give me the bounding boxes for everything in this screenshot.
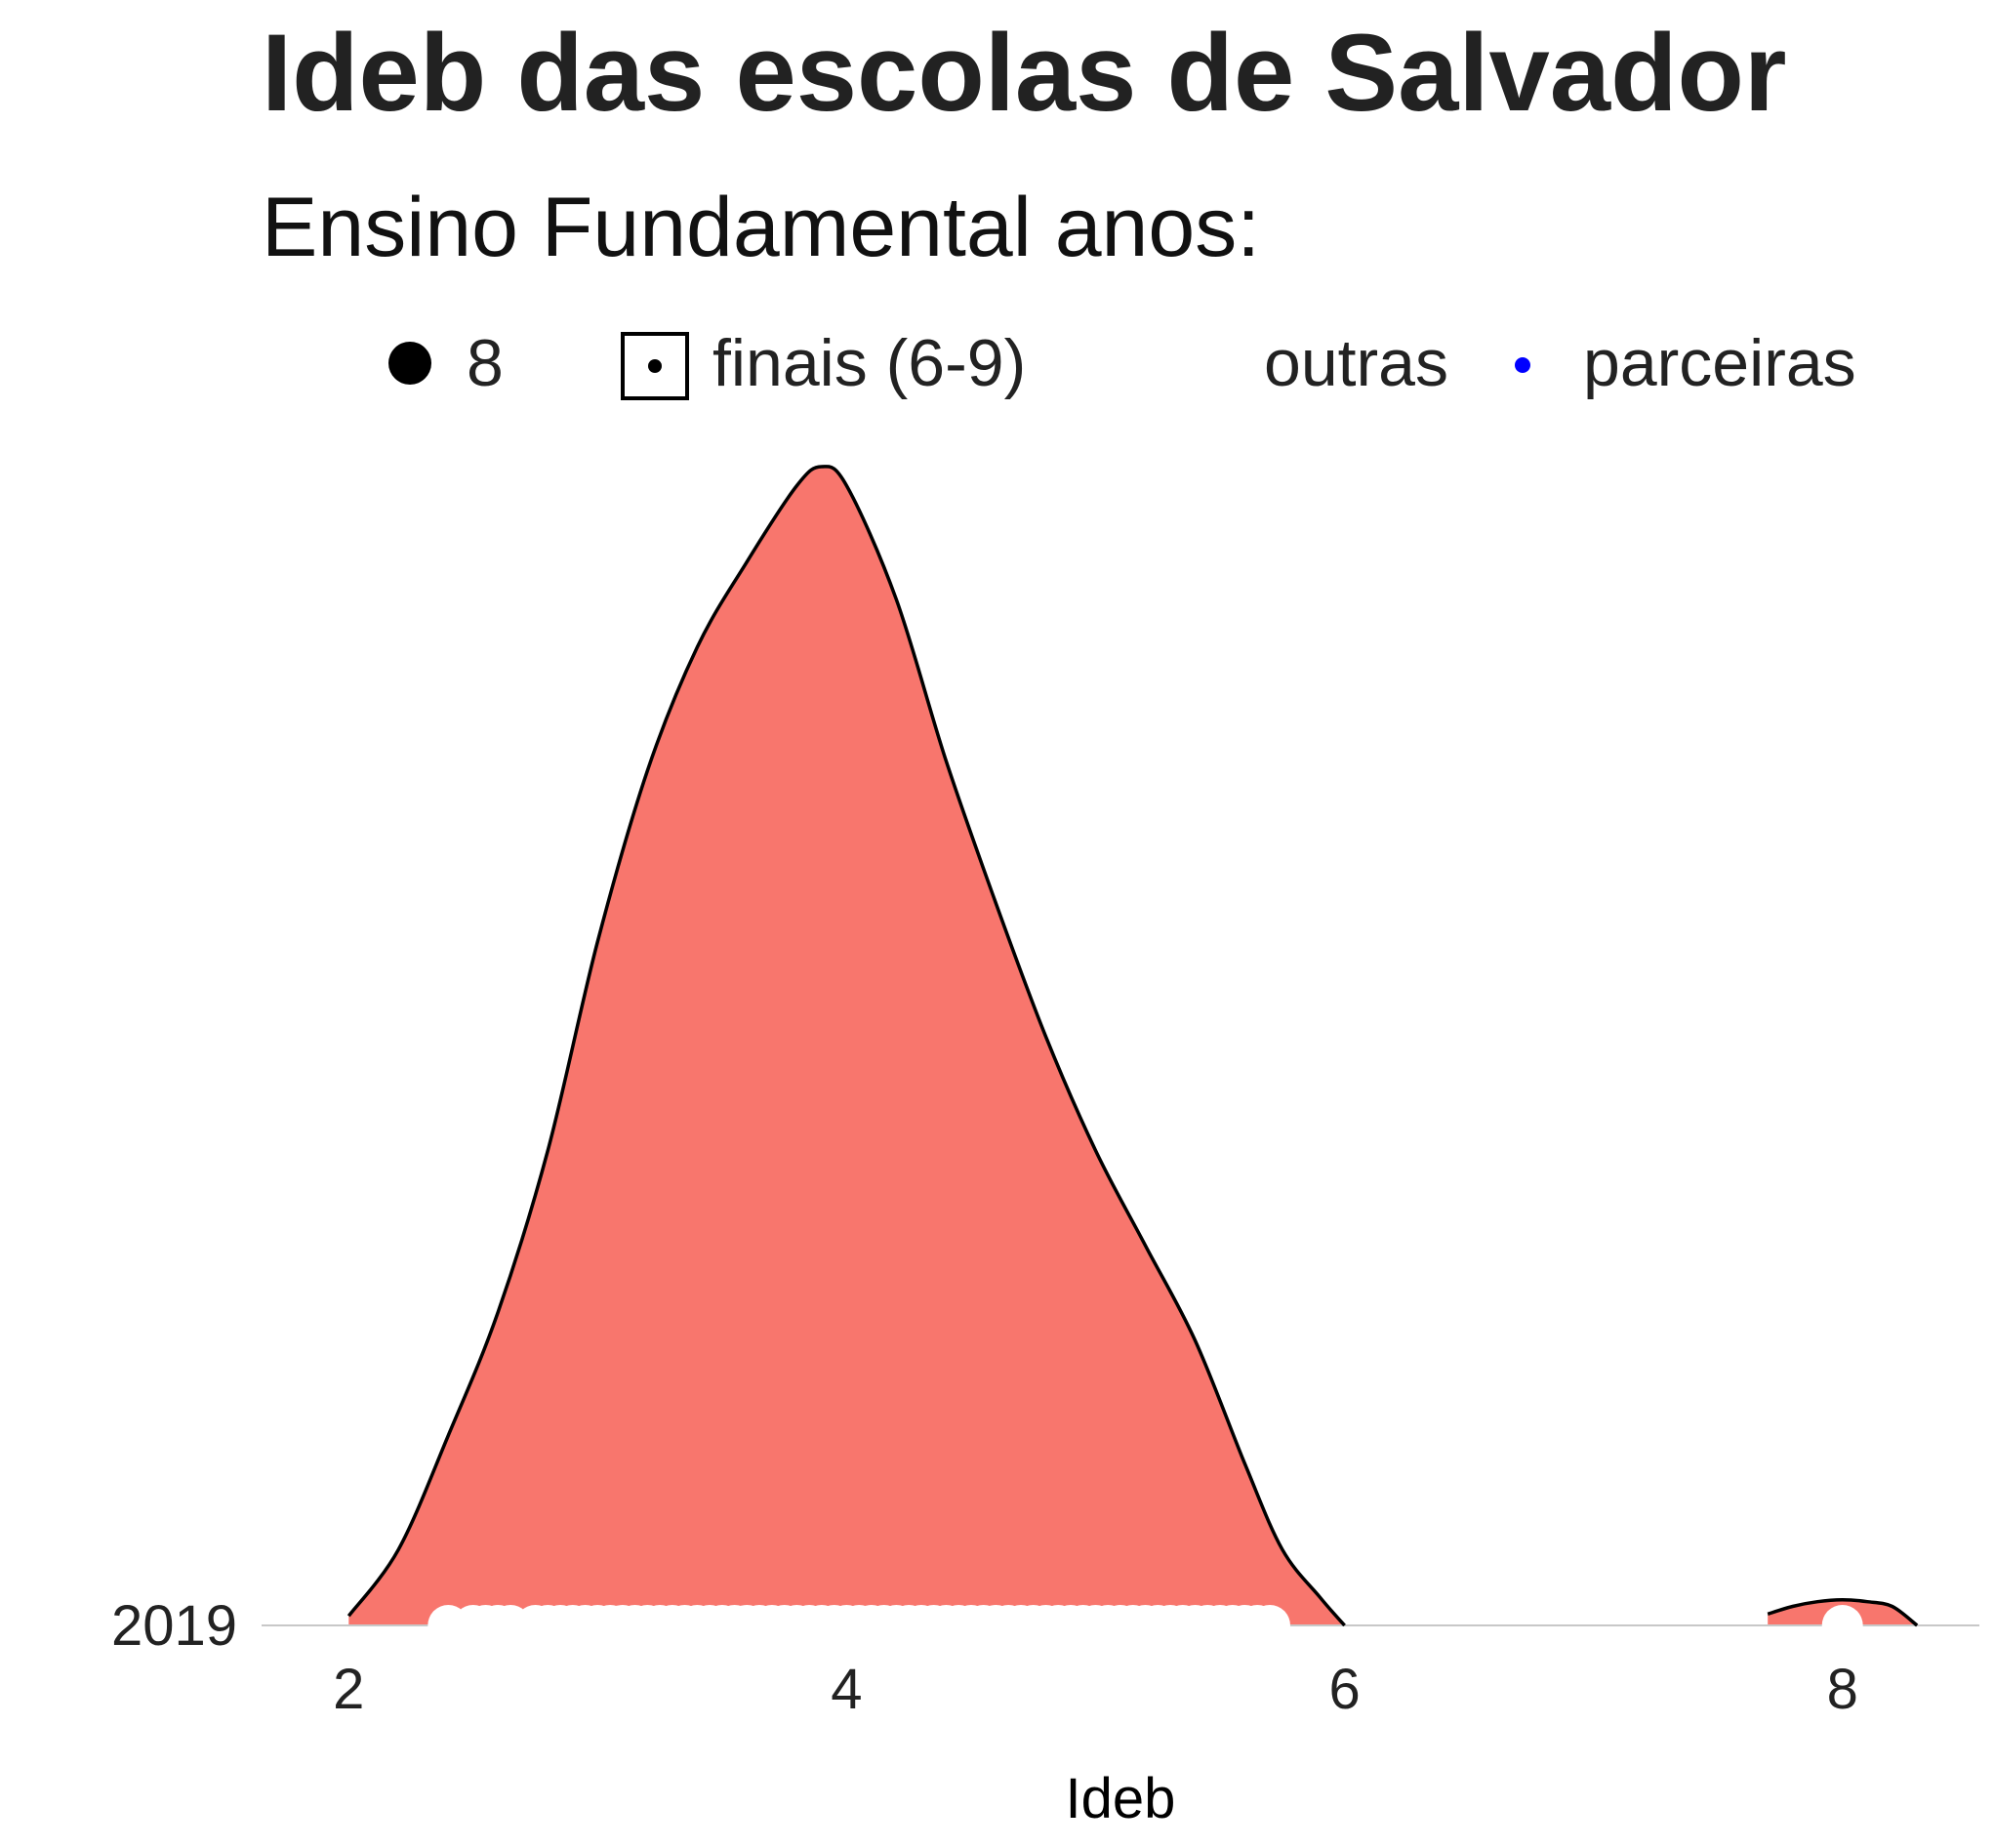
- legend: 8 finais (6-9) outras parceiras: [0, 322, 1994, 420]
- y-tick-label: 2019: [111, 1594, 237, 1658]
- legend-fill-label: finais (6-9): [712, 326, 1027, 400]
- points-layer: [427, 1605, 1863, 1646]
- x-tick-label: 2: [333, 1658, 364, 1721]
- chart-title: Ideb das escolas de Salvador: [262, 12, 1787, 134]
- legend-color-parceiras-label: parceiras: [1583, 326, 1856, 400]
- density-outline-0: [346, 465, 1346, 1627]
- x-tick-label: 8: [1827, 1658, 1858, 1721]
- density-outline-1: [1767, 1597, 1919, 1627]
- legend-fill-key-dot-icon: [648, 359, 662, 373]
- density-area-0: [348, 466, 1345, 1625]
- legend-size-key-icon: [388, 342, 431, 385]
- x-axis-ticks: 2 4 6 8: [333, 1658, 1858, 1721]
- legend-size-label: 8: [467, 326, 504, 400]
- x-axis-title: Ideb: [1066, 1767, 1176, 1830]
- x-tick-label: 4: [831, 1658, 862, 1721]
- chart-subtitle: Ensino Fundamental anos:: [262, 181, 1261, 274]
- legend-parceiras-dot-icon: [1515, 357, 1530, 373]
- legend-color-outras-label: outras: [1264, 326, 1448, 400]
- x-tick-label: 6: [1328, 1658, 1360, 1721]
- y-axis-ticks: 2019: [111, 1594, 237, 1658]
- density-layer: [348, 466, 1918, 1625]
- outline-layer: [346, 465, 1919, 1627]
- legend-fill-key-icon: [621, 332, 689, 400]
- data-point: [1821, 1605, 1863, 1646]
- data-point: [1249, 1605, 1290, 1646]
